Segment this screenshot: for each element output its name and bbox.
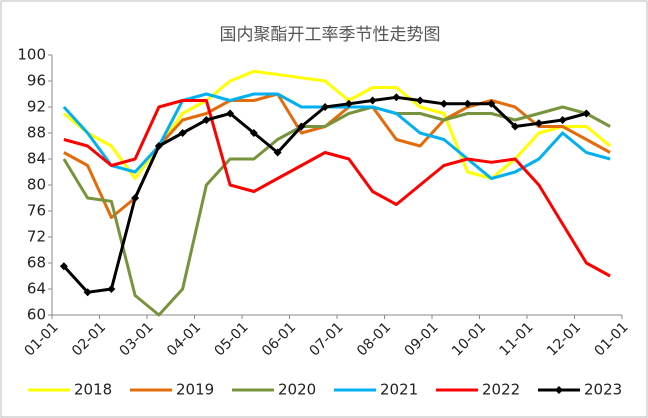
y-tick-label: 76 — [27, 202, 46, 220]
series-line — [62, 92, 611, 180]
legend-marker — [555, 386, 563, 394]
series-line — [62, 105, 611, 317]
legend-label: 2020 — [278, 381, 316, 399]
point-marker — [178, 129, 187, 137]
point-marker — [439, 99, 448, 108]
point-marker — [226, 109, 235, 118]
point-marker — [321, 103, 330, 111]
point-marker — [202, 116, 211, 124]
point-marker — [59, 262, 68, 271]
point-marker — [463, 99, 472, 108]
y-tick-label: 68 — [27, 254, 46, 272]
point-marker — [392, 93, 401, 102]
series-line — [63, 99, 611, 278]
point-marker — [344, 99, 353, 108]
point-marker — [534, 119, 543, 128]
chart-title: 国内聚酯开工率季节性走势图 — [220, 25, 441, 45]
point-marker — [558, 116, 567, 124]
legend-label: 2022 — [482, 381, 520, 399]
point-marker — [249, 129, 258, 137]
point-marker — [273, 148, 282, 157]
y-tick-label: 64 — [27, 280, 46, 298]
point-marker — [131, 194, 140, 202]
point-marker — [511, 122, 520, 131]
legend-label: 2018 — [74, 381, 112, 399]
y-tick-label: 92 — [27, 98, 46, 116]
legend-label: 2019 — [176, 381, 214, 399]
legend-label: 2021 — [380, 381, 418, 399]
y-tick-label: 80 — [27, 176, 46, 194]
point-marker — [83, 288, 92, 297]
point-marker — [582, 109, 591, 118]
legend-label: 2023 — [584, 381, 622, 399]
point-marker — [368, 96, 377, 105]
y-tick-label: 96 — [27, 72, 46, 90]
point-marker — [297, 122, 306, 131]
point-marker — [154, 142, 163, 150]
y-tick-label: 88 — [27, 124, 46, 142]
y-tick-label: 72 — [27, 228, 46, 246]
y-tick-label: 60 — [27, 306, 46, 324]
point-marker — [107, 285, 116, 293]
y-tick-label: 100 — [17, 46, 46, 64]
point-marker — [487, 99, 496, 108]
point-marker — [416, 96, 425, 105]
y-tick-label: 84 — [27, 150, 46, 168]
